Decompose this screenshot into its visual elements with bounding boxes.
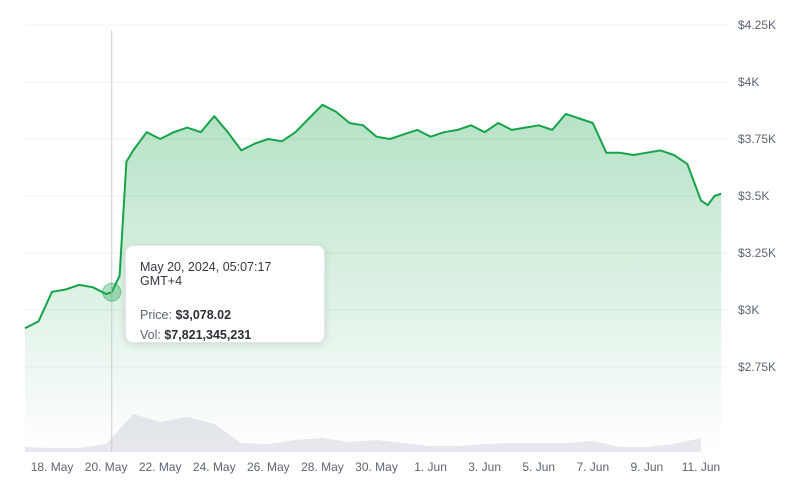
x-tick-label: 3. Jun [468,460,501,474]
tooltip-date: May 20, 2024, 05:07:17 GMT+4 [140,260,272,288]
y-tick-label: $4K [738,75,759,89]
x-tick-label: 28. May [301,460,344,474]
x-tick-label: 1. Jun [414,460,447,474]
y-tick-label: $3.5K [738,189,769,203]
x-tick-label: 30. May [355,460,398,474]
x-tick-label: 26. May [247,460,290,474]
x-tick-label: 20. May [85,460,128,474]
price-area-fill [25,104,722,453]
x-tick-label: 18. May [31,460,74,474]
price-series-line [24,103,722,330]
y-tick-label: $3K [738,303,759,317]
tooltip-price-row: Price: $3,078.02 [140,308,310,322]
y-tick-label: $3.75K [738,132,776,146]
price-tooltip: May 20, 2024, 05:07:17 GMT+4 Price: $3,0… [125,245,325,343]
x-tick-label: 7. Jun [576,460,609,474]
x-tick-label: 9. Jun [631,460,664,474]
x-tick-label: 11. Jun [682,460,720,474]
tooltip-vol-value: $7,821,345,231 [164,328,252,342]
y-tick-label: $3.25K [738,246,776,260]
y-axis: $4.25K $4K $3.75K $3.5K $3.25K $3K $2.75K [738,18,776,374]
tooltip-vol-label: Vol: [140,328,165,342]
x-tick-label: 5. Jun [522,460,555,474]
y-tick-label: $2.75K [738,360,776,374]
tooltip-vol-row: Vol: $7,821,345,231 [140,328,310,342]
tooltip-price-value: $3,078.02 [175,308,232,322]
x-tick-label: 24. May [193,460,236,474]
x-axis: 18. May 20. May 22. May 24. May 26. May 28. M… [31,460,721,474]
hover-point-marker [102,282,122,302]
x-tick-label: 22. May [139,460,182,474]
tooltip-price-label: Price: [140,308,176,322]
y-tick-label: $4.25K [738,18,776,32]
